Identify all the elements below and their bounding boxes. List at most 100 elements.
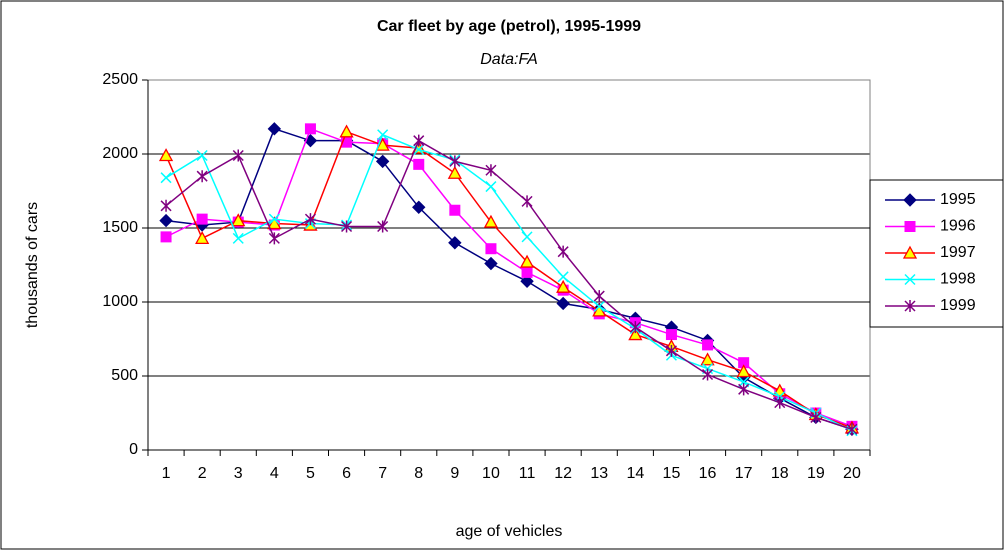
marker [902,245,918,259]
y-axis-label: thousands of cars [24,202,41,328]
marker [449,204,461,216]
series-line [165,127,853,428]
marker [375,137,390,151]
marker [413,144,425,156]
x-tick-label: 20 [843,465,861,482]
x-tick-label: 7 [378,465,387,482]
marker [557,245,569,258]
marker [665,344,677,357]
marker [702,368,714,381]
x-tick-label: 13 [590,465,608,482]
marker [159,213,173,228]
marker [665,329,677,341]
x-tick-label: 12 [554,465,572,482]
marker [483,214,499,228]
x-tick-label: 19 [807,465,825,482]
marker [520,274,534,288]
x-tick-label: 14 [626,465,644,482]
marker [267,122,282,136]
marker [903,193,917,207]
legend-label: 1998 [940,271,976,288]
x-tick-label: 18 [771,465,789,482]
marker [556,296,570,311]
marker [557,271,569,283]
marker [629,321,641,334]
marker [448,236,462,250]
marker [702,339,714,351]
marker [521,266,533,278]
y-tick-label: 0 [129,441,138,458]
marker [521,195,533,208]
series-line [165,127,853,430]
marker [736,364,751,378]
marker [904,273,916,286]
marker [160,172,172,184]
marker [846,423,858,436]
legend-label: 1996 [940,218,976,235]
marker [628,327,643,341]
x-axis-label: age of vehicles [456,523,563,540]
series-line [165,130,853,429]
series-line [165,133,853,432]
marker [774,396,786,409]
marker [304,213,316,226]
marker [196,170,208,183]
x-tick-label: 11 [519,465,536,482]
marker [593,300,605,312]
marker [412,200,426,214]
marker [196,213,208,225]
marker [158,148,174,162]
y-tick-label: 1500 [102,219,138,236]
marker [231,213,246,227]
x-tick-label: 6 [342,465,351,482]
marker [447,165,462,179]
marker [485,181,497,193]
legend-label: 1997 [940,244,976,261]
marker [268,232,280,245]
marker [593,290,605,303]
marker [485,164,497,177]
marker [377,129,389,141]
marker [195,231,210,245]
x-tick-label: 8 [414,465,423,482]
y-tick-label: 1000 [102,293,138,310]
x-tick-label: 15 [663,465,681,482]
y-tick-label: 2500 [102,71,138,88]
legend-label: 1995 [940,191,976,208]
chart-subtitle: Data:FA [480,51,538,68]
marker [232,149,244,162]
x-tick-label: 2 [198,465,207,482]
marker [810,411,822,424]
marker [268,213,280,225]
marker [738,383,750,396]
marker [449,155,461,168]
y-tick-label: 2000 [102,145,138,162]
marker [196,149,208,162]
x-tick-label: 4 [270,465,279,482]
chart-title: Car fleet by age (petrol), 1995-1999 [377,18,641,35]
marker [341,220,353,233]
x-tick-label: 1 [162,465,171,482]
marker [375,154,390,169]
legend-label: 1999 [940,297,976,314]
marker [304,123,316,135]
marker [904,300,916,312]
x-tick-label: 5 [306,465,315,482]
marker [485,243,497,255]
series-line [165,139,853,430]
marker [377,220,389,233]
marker [160,231,172,243]
marker [413,134,425,147]
marker [484,256,498,271]
x-tick-label: 3 [234,465,243,482]
x-tick-label: 16 [699,465,717,482]
x-tick-label: 17 [735,465,753,482]
marker [521,231,533,243]
marker [556,279,571,293]
marker [700,352,715,366]
y-tick-label: 500 [111,367,138,384]
marker [232,232,244,244]
marker [904,221,916,232]
x-tick-label: 10 [482,465,500,482]
